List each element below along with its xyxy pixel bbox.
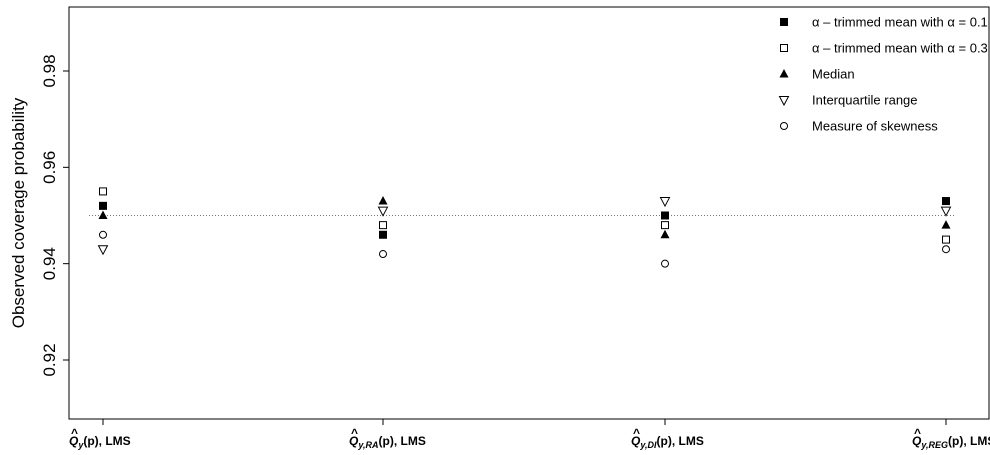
legend-label: Median — [812, 67, 855, 82]
x-axis: Qy(p), LMS^Qy,RA(p), LMS^Qy,DI(p), LMS^Q… — [69, 419, 990, 450]
x-tick-label-hat: ^ — [914, 426, 921, 440]
legend-marker — [779, 69, 789, 78]
data-point — [661, 221, 669, 230]
legend-label: α – trimmed mean with α = 0.3 — [812, 41, 988, 56]
series-4 — [97, 197, 952, 256]
legend-marker — [778, 96, 790, 107]
series-2 — [99, 187, 950, 244]
plot-area-frame — [68, 6, 990, 420]
legend: α – trimmed mean with α = 0.1 α – trimmed… — [778, 15, 988, 134]
data-point — [942, 235, 950, 244]
y-tick-label: 0.98 — [40, 54, 59, 87]
legend-item: α – trimmed mean with α = 0.1 — [780, 15, 988, 30]
data-point — [99, 230, 107, 239]
x-tick-label-hat: ^ — [351, 426, 358, 440]
data-points — [97, 187, 952, 268]
data-point — [661, 259, 669, 268]
x-tick-label: Qy,DI(p), LMS^ — [631, 426, 704, 450]
data-point — [377, 206, 389, 217]
data-point — [99, 187, 107, 196]
legend-label: Measure of skewness — [812, 119, 938, 134]
legend-marker — [780, 122, 788, 130]
data-point — [378, 196, 388, 205]
x-tick-label: Qy,RA(p), LMS^ — [349, 426, 426, 450]
x-tick-label-hat: ^ — [71, 426, 78, 440]
legend-marker — [780, 44, 788, 52]
legend-label: Interquartile range — [812, 93, 918, 108]
legend-label: α – trimmed mean with α = 0.1 — [812, 15, 988, 30]
series-5 — [99, 230, 950, 268]
data-point — [99, 201, 107, 210]
series-3 — [98, 196, 951, 239]
y-axis: 0.92 0.94 0.96 0.98 — [40, 54, 69, 377]
data-point — [941, 220, 951, 229]
data-point — [379, 221, 387, 230]
legend-item: Measure of skewness — [780, 119, 938, 134]
legend-item: Median — [779, 67, 855, 82]
y-axis-label: Observed coverage probability — [9, 97, 28, 328]
x-tick-label-text: Qy,RA(p), LMS — [349, 434, 426, 450]
x-tick-label-hat: ^ — [633, 426, 640, 440]
legend-item: α – trimmed mean with α = 0.3 — [780, 41, 988, 56]
data-point — [97, 245, 109, 256]
legend-item: Interquartile range — [778, 93, 918, 108]
x-tick-label-text: Qy,REG(p), LMS — [912, 434, 990, 450]
data-point — [661, 211, 669, 220]
data-point — [942, 245, 950, 254]
x-tick-label: Qy(p), LMS^ — [69, 426, 131, 450]
x-tick-label-text: Qy,DI(p), LMS — [631, 434, 704, 450]
data-point — [940, 206, 952, 217]
y-tick-label: 0.96 — [40, 151, 59, 184]
data-point — [942, 197, 950, 206]
legend-marker — [780, 18, 788, 26]
data-point — [379, 230, 387, 239]
series-1 — [99, 197, 950, 239]
y-tick-label: 0.94 — [40, 247, 59, 280]
data-point — [660, 229, 670, 239]
data-point — [98, 210, 108, 219]
x-tick-label-text: Qy(p), LMS — [69, 434, 131, 450]
data-point — [379, 250, 387, 259]
y-tick-label: 0.92 — [40, 343, 59, 376]
x-tick-label: Qy,REG(p), LMS^ — [912, 426, 990, 450]
data-point — [659, 197, 671, 208]
